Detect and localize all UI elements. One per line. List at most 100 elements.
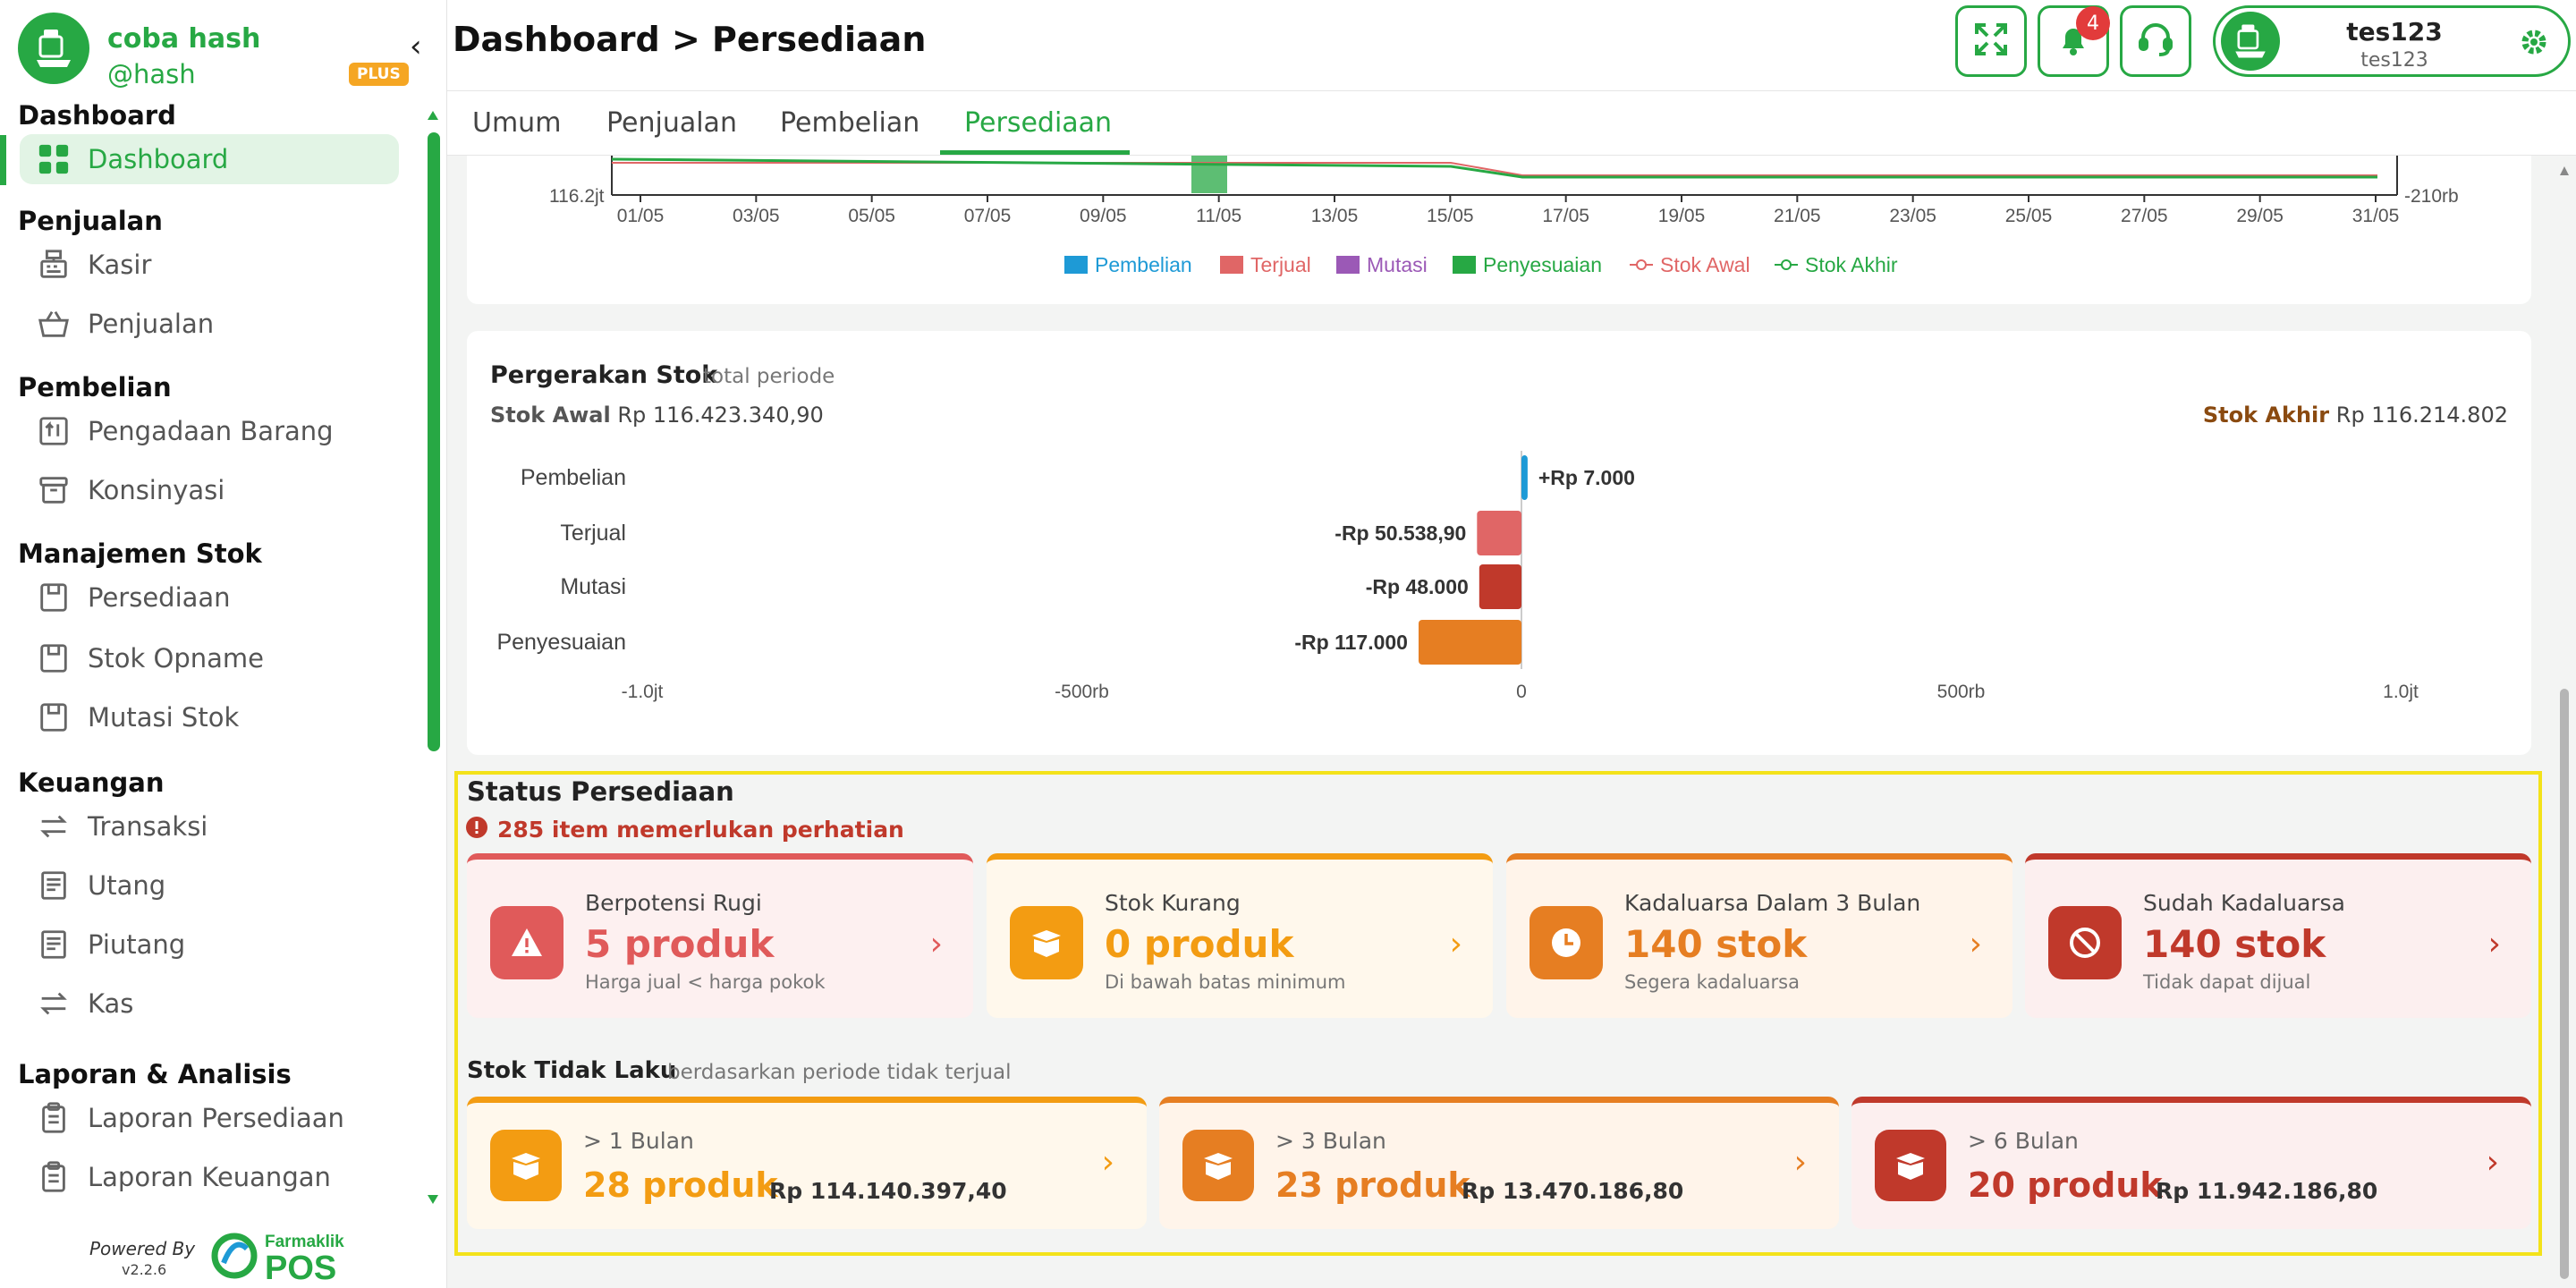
legend-item-stok-awal[interactable]: Stok Awal (1630, 253, 1750, 276)
sidebar-item-dashboard[interactable]: Dashboard (20, 134, 399, 184)
x-tick-label: 09/05 (1080, 206, 1127, 226)
legend-item-penyesuaian[interactable]: Penyesuaian (1453, 253, 1602, 276)
dead-stock-title: Stok Tidak Laku (467, 1057, 677, 1084)
brand-handle: @hash (107, 59, 196, 89)
status-card-berpotensi-rugi[interactable]: Berpotensi Rugi 5 produk Harga jual < ha… (467, 853, 973, 1018)
bar-mutasi[interactable] (1479, 564, 1521, 609)
sidebar-scrollbar[interactable] (426, 106, 440, 1206)
x-tick-label: 23/05 (1889, 206, 1936, 226)
stock-movement-bar-chart: Pembelian +Rp 7.000 Terjual -Rp 50.538,90 Mu… (496, 451, 2419, 702)
sidebar-item-pengadaan-barang[interactable]: Pengadaan Barang (20, 406, 399, 456)
stok-akhir-line (611, 157, 2377, 179)
status-card-desc: Harga jual < harga pokok (585, 971, 826, 993)
x-tick-label: 31/05 (2352, 206, 2400, 226)
sidebar-item-transaksi[interactable]: Transaksi (20, 801, 399, 852)
dead-stock-card-6-bulan[interactable]: > 6 Bulan 20 produk Rp 11.942.186,80 › (1852, 1097, 2531, 1229)
sidebar-item-laporan-keuangan[interactable]: Laporan Keuangan (20, 1152, 399, 1193)
status-card-value: 0 produk (1105, 922, 1294, 966)
bar-penyesuaian[interactable] (1418, 620, 1521, 665)
notification-button[interactable]: 4 (2038, 5, 2110, 77)
active-indicator (0, 135, 6, 185)
sidebar-item-mutasi-stok[interactable]: Mutasi Stok (20, 692, 399, 742)
legend-item-mutasi[interactable]: Mutasi (1336, 253, 1428, 276)
receipt-icon (36, 868, 72, 903)
sidebar-item-utang[interactable]: Utang (20, 860, 399, 911)
legend-item-stok-akhir[interactable]: Stok Akhir (1775, 253, 1898, 276)
status-card-stok-kurang[interactable]: Stok Kurang 0 produk Di bawah batas mini… (987, 853, 1493, 1018)
status-card-value: 140 stok (1624, 922, 1808, 966)
sidebar-item-persediaan[interactable]: Persediaan (20, 572, 399, 623)
transfer-arrows-icon (36, 986, 72, 1021)
tab-persediaan[interactable]: Persediaan (964, 107, 1113, 139)
legend-item-terjual[interactable]: Terjual (1220, 253, 1311, 276)
status-card-title: Kadaluarsa Dalam 3 Bulan (1624, 890, 1921, 916)
sidebar-nav: Dashboard Dashboard Penjualan Kasir Penjuala… (0, 93, 411, 1193)
dead-stock-count: 28 produk (583, 1165, 778, 1205)
receipt-icon (36, 927, 72, 962)
app-version: v2.2.6 (122, 1261, 167, 1278)
sidebar-item-label: Pengadaan Barang (88, 416, 334, 446)
sidebar-item-laporan-persediaan[interactable]: Laporan Persediaan (20, 1093, 399, 1143)
sidebar-item-stok-opname[interactable]: Stok Opname (20, 633, 399, 683)
sidebar-scroll-thumb[interactable] (428, 132, 440, 751)
chevron-right-icon: › (1969, 926, 1982, 962)
stock-movement-card: Pergerakan Stok total periode Stok Awal … (467, 331, 2531, 755)
tab-penjualan[interactable]: Penjualan (606, 107, 737, 139)
avatar (2221, 12, 2280, 71)
sidebar-item-label: Kasir (88, 250, 152, 280)
sidebar-item-kasir[interactable]: Kasir (20, 240, 399, 290)
user-menu[interactable]: tes123 tes123 (2213, 5, 2571, 77)
bar-category-label: Penyesuaian (496, 630, 626, 655)
sidebar-item-label: Penjualan (88, 309, 215, 339)
dead-stock-card-3-bulan[interactable]: > 3 Bulan 23 produk Rp 13.470.186,80 › (1159, 1097, 1839, 1229)
chevron-right-icon: › (2486, 1144, 2499, 1181)
tab-umum[interactable]: Umum (472, 107, 562, 139)
bar-category-label: Pembelian (521, 465, 626, 490)
x-tick-label: -1.0jt (622, 682, 664, 702)
headset-icon (2136, 20, 2175, 63)
status-card-title: Stok Kurang (1105, 890, 1241, 916)
stock-movement-title: Pergerakan Stok (490, 361, 718, 389)
tab-bar: Umum Penjualan Pembelian Persediaan (447, 91, 2576, 156)
bar-terjual[interactable] (1477, 511, 1521, 555)
box-icon (1875, 1130, 1946, 1201)
legend-label: Mutasi (1367, 253, 1428, 276)
sidebar-item-label: Dashboard (88, 144, 229, 174)
bar-value-label: +Rp 7.000 (1538, 466, 1635, 489)
sidebar-section-pembelian: Pembelian (18, 372, 172, 402)
tab-pembelian[interactable]: Pembelian (780, 107, 920, 139)
legend-item-pembelian[interactable]: Pembelian (1064, 253, 1192, 276)
box-icon (1182, 1130, 1254, 1201)
chevron-right-icon: › (2487, 926, 2501, 962)
sidebar-item-kas[interactable]: Kas (20, 979, 399, 1029)
sidebar-item-konsinyasi[interactable]: Konsinyasi (20, 465, 399, 515)
box-icon (490, 1130, 562, 1201)
x-tick-label: 11/05 (1196, 206, 1241, 226)
sidebar-section-penjualan: Penjualan (18, 206, 163, 236)
bar-pembelian[interactable] (1521, 455, 1528, 500)
main-scrollbar[interactable] (2558, 161, 2571, 1279)
transfer-arrows-icon (36, 809, 72, 844)
sidebar-item-penjualan[interactable]: Penjualan (20, 299, 399, 349)
status-card-sudah-kadaluarsa[interactable]: Sudah Kadaluarsa 140 stok Tidak dapat di… (2025, 853, 2531, 1018)
basket-icon (36, 306, 72, 342)
x-tick-label: -500rb (1055, 682, 1109, 702)
dead-stock-card-1-bulan[interactable]: > 1 Bulan 28 produk Rp 114.140.397,40 › (467, 1097, 1147, 1229)
stok-awal-value: Rp 116.423.340,90 (617, 402, 824, 428)
stok-awal-label: Stok Awal (490, 402, 611, 428)
main-scroll-thumb[interactable] (2560, 689, 2569, 1279)
fullscreen-button[interactable] (1955, 5, 2027, 77)
gear-icon[interactable] (2518, 26, 2550, 62)
collapse-sidebar-chevron-icon[interactable]: ‹ (410, 29, 422, 64)
dead-stock-period: > 1 Bulan (583, 1128, 694, 1154)
status-card-kadaluarsa-dalam-3-bulan[interactable]: Kadaluarsa Dalam 3 Bulan 140 stok Segera… (1506, 853, 2012, 1018)
x-tick-label: 03/05 (733, 206, 780, 226)
sidebar-item-label: Laporan Persediaan (88, 1103, 344, 1133)
sidebar-item-piutang[interactable]: Piutang (20, 919, 399, 970)
sidebar-section-keuangan: Keuangan (18, 767, 165, 798)
legend-label: Penyesuaian (1483, 253, 1602, 276)
sidebar-section-manajemen-stok: Manajemen Stok (18, 538, 262, 569)
support-button[interactable] (2120, 5, 2191, 77)
status-card-desc: Di bawah batas minimum (1105, 971, 1346, 993)
status-title: Status Persediaan (467, 776, 734, 807)
